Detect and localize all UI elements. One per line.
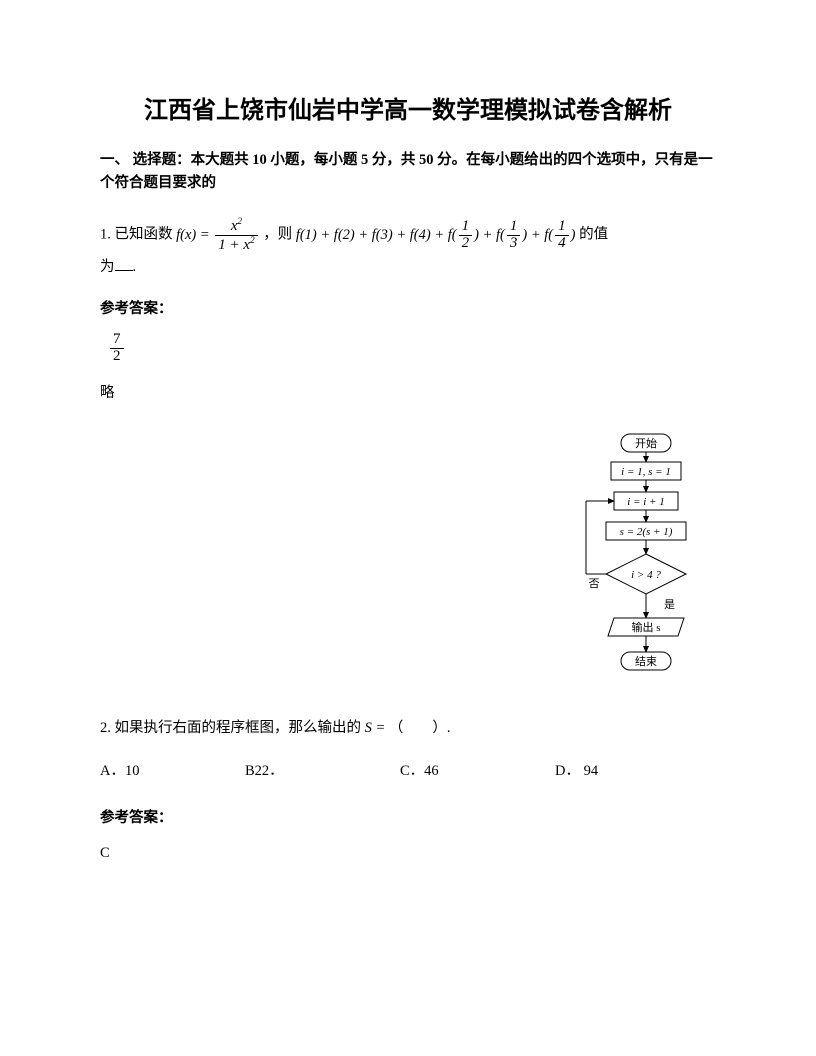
- flow-no-label: 否: [589, 578, 600, 590]
- q1-func-den: 1 + x: [218, 237, 250, 253]
- q2-paren: （ ）.: [389, 720, 451, 736]
- q2-options: A．10 B22． C．46 D． 94: [100, 759, 716, 780]
- flow-output: 输出 s: [631, 620, 660, 634]
- q1-index: 1.: [100, 227, 111, 243]
- q1-term-3: f(3): [372, 227, 393, 243]
- q1-expression: f(1) + f(2) + f(3) + f(4) + f(12) + f(13…: [296, 227, 579, 243]
- q1-answer-label: 参考答案：: [100, 297, 716, 318]
- q1-func-den-sup: 2: [250, 235, 255, 245]
- flow-start: 开始: [635, 436, 657, 450]
- q2-option-d-value: 94: [584, 763, 599, 779]
- q1-frac-arg-1: 2: [459, 236, 473, 252]
- q1-term-2: f(2): [334, 227, 355, 243]
- q2-option-d: D． 94: [555, 759, 675, 780]
- q1-explanation-omitted: 略: [100, 381, 716, 402]
- exam-page: 江西省上饶市仙岩中学高一数学理模拟试卷含解析 一、 选择题：本大题共 10 小题…: [0, 0, 816, 902]
- q1-prefix: 已知函数: [115, 227, 173, 243]
- q1-func-left: f(x) =: [176, 227, 210, 243]
- q1-blank-prefix: 为: [100, 259, 115, 275]
- q1-frac-arg-2: 3: [507, 236, 521, 252]
- q1-func-num-sup: 2: [238, 216, 243, 226]
- q1-answer-den: 2: [110, 349, 124, 365]
- q1-func-fraction: x2 1 + x2: [215, 217, 257, 254]
- flowchart-region: 开始 i = 1, s = 1 i = i + 1 s = 2(s + 1) i…: [100, 432, 716, 712]
- flow-step2: s = 2(s + 1): [620, 526, 673, 538]
- q1-term-1: f(1): [296, 227, 317, 243]
- q1-func-num: x: [231, 218, 238, 234]
- flow-decision: i > 4 ?: [631, 569, 661, 581]
- q2-text: 如果执行右面的程序框图，那么输出的: [115, 720, 362, 736]
- flow-end: 结束: [635, 655, 657, 668]
- q2-option-b: B22．: [245, 759, 400, 780]
- exam-title: 江西省上饶市仙岩中学高一数学理模拟试卷含解析: [100, 90, 716, 125]
- q1-answer-blank: [115, 258, 133, 271]
- section-1-heading: 一、 选择题：本大题共 10 小题，每小题 5 分，共 50 分。在每小题给出的…: [100, 149, 716, 195]
- q1-term-4: f(4): [410, 227, 431, 243]
- q2-option-c: C．46: [400, 759, 555, 780]
- q2-option-a: A．10: [100, 759, 245, 780]
- q1-mid: ，则: [263, 227, 292, 243]
- q1-frac-arg-3: 4: [555, 236, 569, 252]
- q1-answer-num: 7: [110, 332, 124, 349]
- question-2: 2. 如果执行右面的程序框图，那么输出的 S = （ ）.: [100, 716, 716, 737]
- flow-init: i = 1, s = 1: [621, 466, 671, 478]
- flow-step1: i = i + 1: [627, 496, 664, 508]
- q2-index: 2.: [100, 720, 111, 736]
- q1-answer-value: 7 2: [108, 332, 716, 365]
- q2-option-d-label: D．: [555, 763, 580, 779]
- q2-var: S =: [365, 720, 386, 736]
- question-1: 1. 已知函数 f(x) = x2 1 + x2 ，则 f(1) + f(2) …: [100, 217, 716, 281]
- program-flowchart: 开始 i = 1, s = 1 i = i + 1 s = 2(s + 1) i…: [556, 432, 716, 702]
- q2-answer-label: 参考答案：: [100, 806, 716, 827]
- q1-function-def: f(x) = x2 1 + x2: [176, 227, 263, 243]
- q2-answer: C: [100, 845, 716, 862]
- flow-yes-label: 是: [664, 598, 675, 611]
- q1-blank-suffix: .: [133, 259, 137, 275]
- q1-suffix: 的值: [579, 227, 608, 243]
